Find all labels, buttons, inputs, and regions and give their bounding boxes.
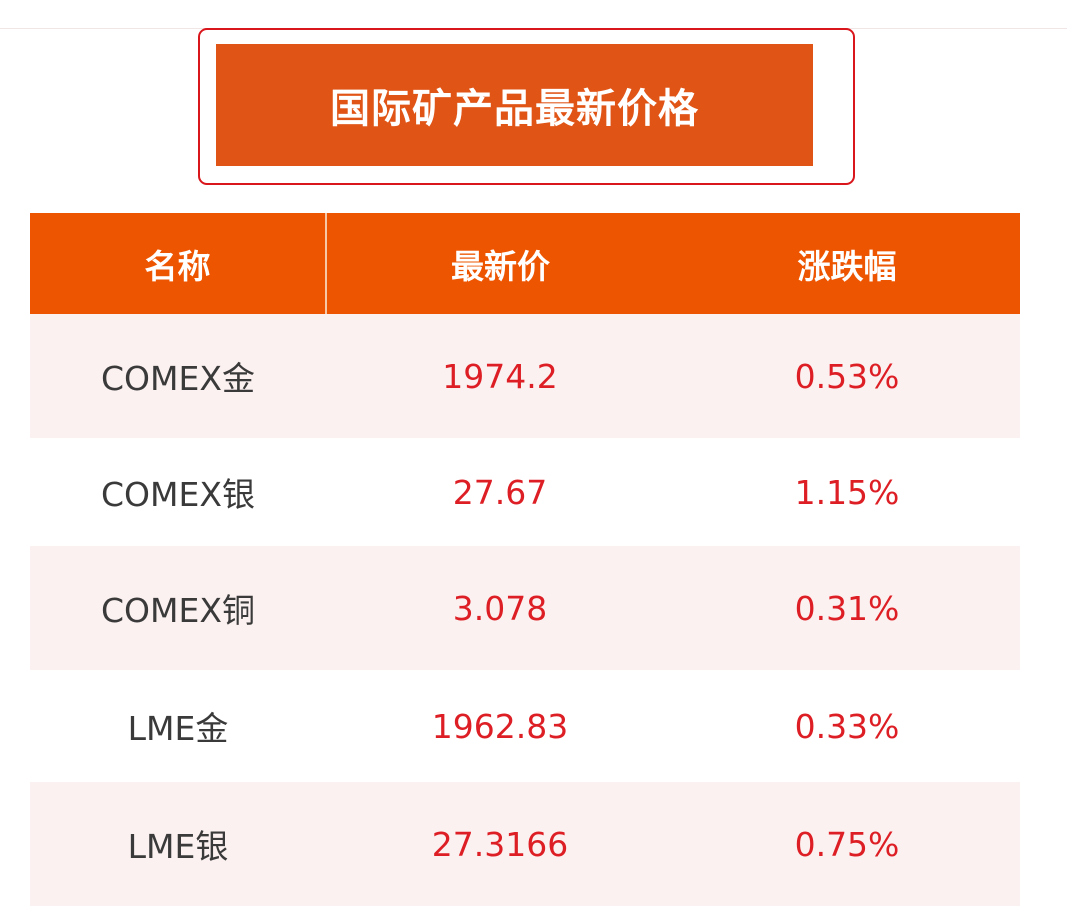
cell-change: 0.53% — [674, 314, 1020, 438]
cell-name: COMEX银 — [101, 475, 255, 514]
table-header-row: 名称 最新价 涨跌幅 — [30, 213, 1020, 314]
table-row: COMEX铜 3.078 0.31% — [30, 546, 1020, 670]
table-row: COMEX金 1974.2 0.53% — [30, 314, 1020, 438]
cell-change: 0.33% — [794, 706, 900, 746]
cell-price: 1962.83 — [431, 706, 569, 746]
table-row: COMEX银 27.67 1.15% — [30, 438, 1020, 546]
header-change: 涨跌幅 — [674, 213, 1020, 314]
cell-price: 3.078 — [326, 546, 674, 670]
price-table: 名称 最新价 涨跌幅 COMEX金 1974.2 0.53% COMEX银 27… — [30, 213, 1020, 906]
cell-name: LME金 — [127, 709, 229, 748]
page-title: 国际矿产品最新价格 — [216, 44, 813, 166]
header-price: 最新价 — [326, 213, 674, 314]
cell-price: 27.3166 — [326, 782, 674, 906]
cell-name: LME银 — [30, 782, 326, 906]
table-row: LME银 27.3166 0.75% — [30, 782, 1020, 906]
cell-change: 1.15% — [794, 472, 900, 512]
header-name: 名称 — [30, 213, 327, 314]
cell-price: 27.67 — [452, 472, 548, 512]
cell-change: 0.31% — [674, 546, 1020, 670]
cell-name: COMEX铜 — [30, 546, 326, 670]
title-frame: 国际矿产品最新价格 — [198, 28, 855, 185]
cell-change: 0.75% — [674, 782, 1020, 906]
cell-name: COMEX金 — [30, 314, 326, 438]
cell-price: 1974.2 — [326, 314, 674, 438]
table-row: LME金 1962.83 0.33% — [30, 670, 1020, 782]
